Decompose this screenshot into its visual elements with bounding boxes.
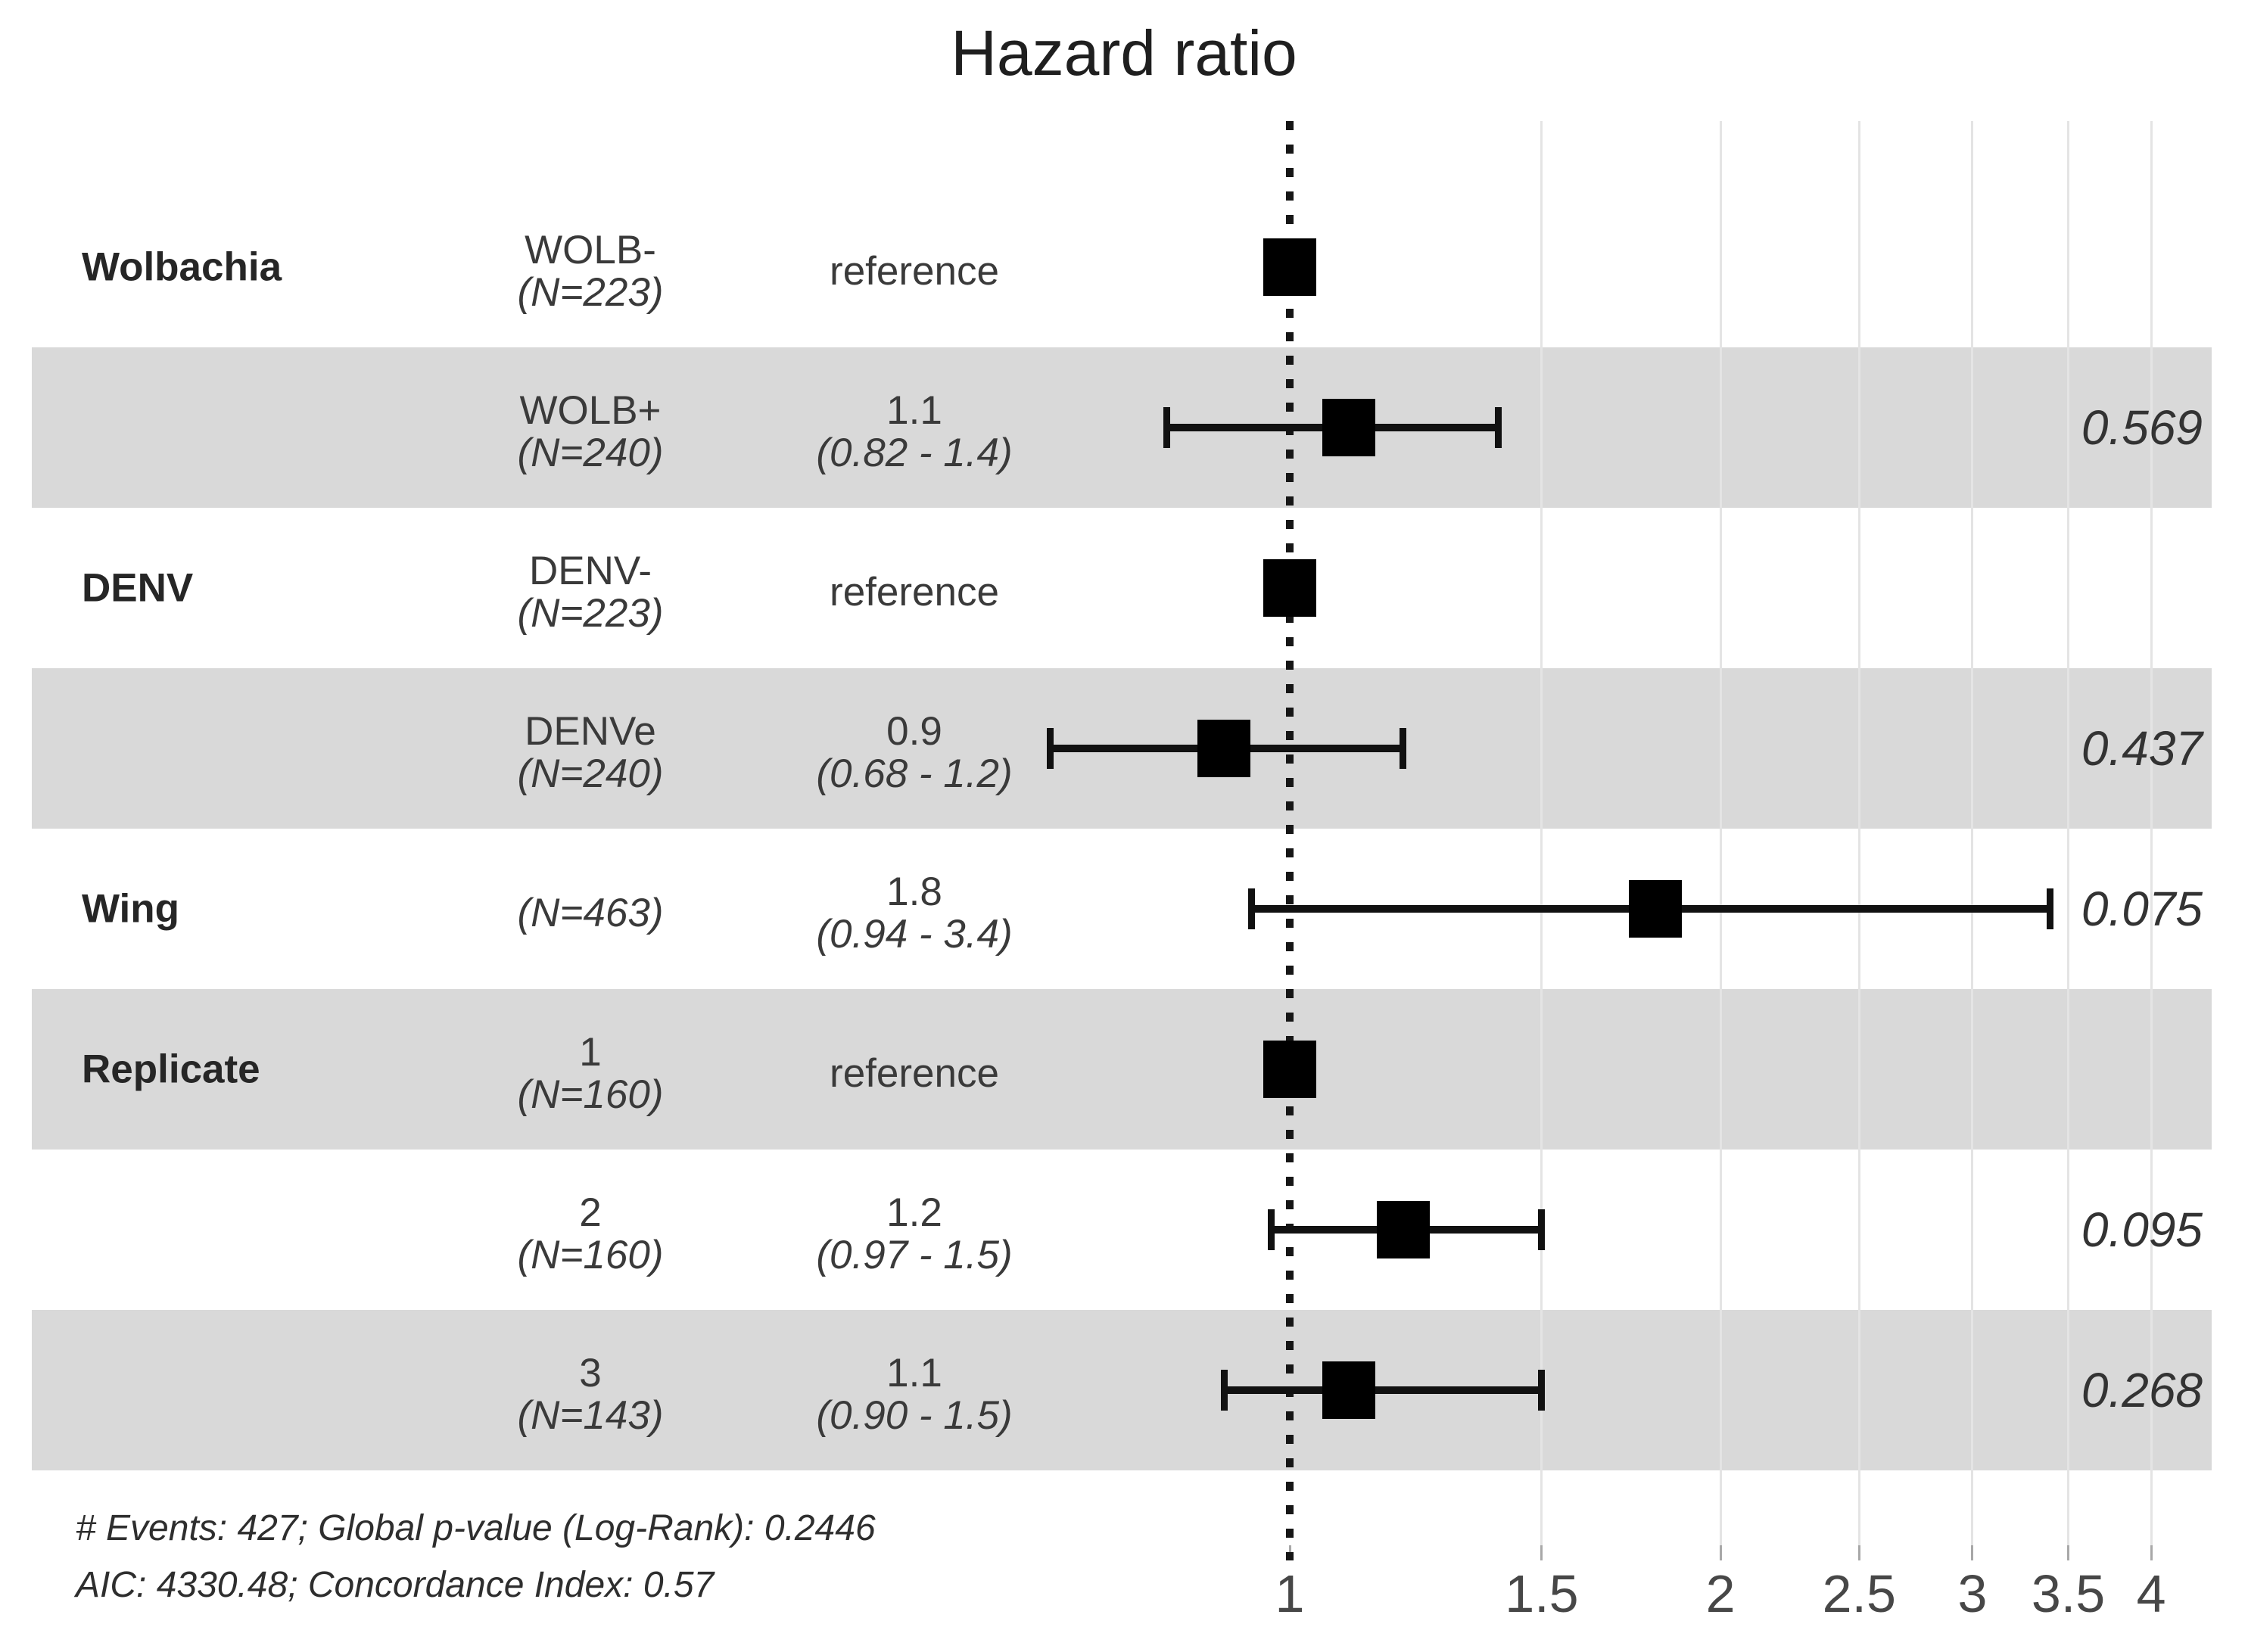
row-estimate-label: reference bbox=[830, 249, 999, 294]
p-value-label: 0.075 bbox=[2081, 882, 2203, 936]
gridline bbox=[2150, 121, 2153, 1545]
row-estimate-label: 1.1 (0.90 - 1.5) bbox=[816, 1351, 1013, 1438]
forest-square-marker bbox=[1628, 880, 1682, 938]
row-level-label: WOLB+ (N=240) bbox=[517, 388, 664, 475]
axis-tick-mark bbox=[1540, 1545, 1543, 1560]
footnote-events: # Events: 427; Global p-value (Log-Rank)… bbox=[76, 1508, 876, 1548]
forest-square-marker bbox=[1263, 238, 1316, 296]
confidence-interval-cap-left bbox=[1248, 888, 1256, 929]
row-level-label: (N=463) bbox=[517, 891, 664, 935]
axis-tick-mark bbox=[2067, 1545, 2070, 1560]
axis-tick-mark bbox=[1971, 1545, 1974, 1560]
row-level-label: 2 (N=160) bbox=[517, 1190, 664, 1277]
row-group-label: DENV bbox=[82, 565, 194, 611]
x-axis-tick-label: 2 bbox=[1705, 1564, 1736, 1623]
confidence-interval-cap-left bbox=[1221, 1370, 1228, 1411]
axis-tick-mark bbox=[1857, 1545, 1860, 1560]
confidence-interval-cap-right bbox=[1399, 728, 1406, 769]
axis-tick-mark bbox=[1719, 1545, 1722, 1560]
row-level-label: 1 (N=160) bbox=[517, 1030, 664, 1117]
p-value-label: 0.569 bbox=[2081, 400, 2203, 455]
row-shading-band bbox=[32, 347, 2212, 508]
forest-square-marker bbox=[1263, 559, 1316, 617]
reference-dotted-line bbox=[1286, 121, 1294, 1560]
forest-square-marker bbox=[1263, 1041, 1316, 1098]
row-estimate-label: 1.1 (0.82 - 1.4) bbox=[816, 388, 1013, 475]
row-shading-band bbox=[32, 1310, 2212, 1470]
row-estimate-label: reference bbox=[830, 1051, 999, 1096]
row-estimate-label: reference bbox=[830, 570, 999, 614]
gridline bbox=[1971, 121, 1974, 1545]
row-estimate-label: 1.2 (0.97 - 1.5) bbox=[816, 1190, 1013, 1277]
confidence-interval-cap-right bbox=[1537, 1209, 1545, 1250]
x-axis-tick-label: 1 bbox=[1275, 1564, 1305, 1623]
row-group-label: Wolbachia bbox=[82, 244, 282, 290]
row-shading-band bbox=[32, 989, 2212, 1150]
forest-square-marker bbox=[1376, 1201, 1430, 1258]
row-level-label: DENV- (N=223) bbox=[517, 549, 664, 636]
row-estimate-label: 0.9 (0.68 - 1.2) bbox=[816, 709, 1013, 796]
x-axis-tick-label: 3 bbox=[1957, 1564, 1988, 1623]
x-axis-tick-label: 3.5 bbox=[2031, 1564, 2106, 1623]
row-level-label: DENVe (N=240) bbox=[517, 709, 664, 796]
gridline bbox=[2067, 121, 2070, 1545]
gridline bbox=[1719, 121, 1722, 1545]
confidence-interval-cap-left bbox=[1267, 1209, 1275, 1250]
confidence-interval-bar bbox=[1224, 1386, 1542, 1394]
row-group-label: Wing bbox=[82, 886, 180, 932]
row-group-label: Replicate bbox=[82, 1047, 260, 1092]
row-level-label: WOLB- (N=223) bbox=[517, 228, 664, 315]
x-axis-tick-label: 1.5 bbox=[1505, 1564, 1579, 1623]
forest-square-marker bbox=[1322, 399, 1376, 456]
p-value-label: 0.268 bbox=[2081, 1363, 2203, 1417]
confidence-interval-cap-left bbox=[1047, 728, 1054, 769]
confidence-interval-cap-left bbox=[1163, 407, 1171, 448]
row-estimate-label: 1.8 (0.94 - 3.4) bbox=[816, 870, 1013, 957]
chart-title: Hazard ratio bbox=[951, 17, 1297, 89]
axis-tick-mark bbox=[2150, 1545, 2153, 1560]
x-axis-tick-label: 4 bbox=[2136, 1564, 2166, 1623]
gridline bbox=[1540, 121, 1543, 1545]
confidence-interval-cap-right bbox=[1495, 407, 1502, 448]
gridline bbox=[1857, 121, 1860, 1545]
confidence-interval-cap-right bbox=[2046, 888, 2053, 929]
p-value-label: 0.095 bbox=[2081, 1202, 2203, 1257]
x-axis-tick-label: 2.5 bbox=[1822, 1564, 1896, 1623]
footnote-aic: AIC: 4330.48; Concordance Index: 0.57 bbox=[76, 1565, 715, 1605]
confidence-interval-cap-right bbox=[1537, 1370, 1545, 1411]
row-level-label: 3 (N=143) bbox=[517, 1351, 664, 1438]
p-value-label: 0.437 bbox=[2081, 721, 2203, 776]
forest-square-marker bbox=[1197, 720, 1251, 777]
forest-square-marker bbox=[1322, 1361, 1376, 1419]
